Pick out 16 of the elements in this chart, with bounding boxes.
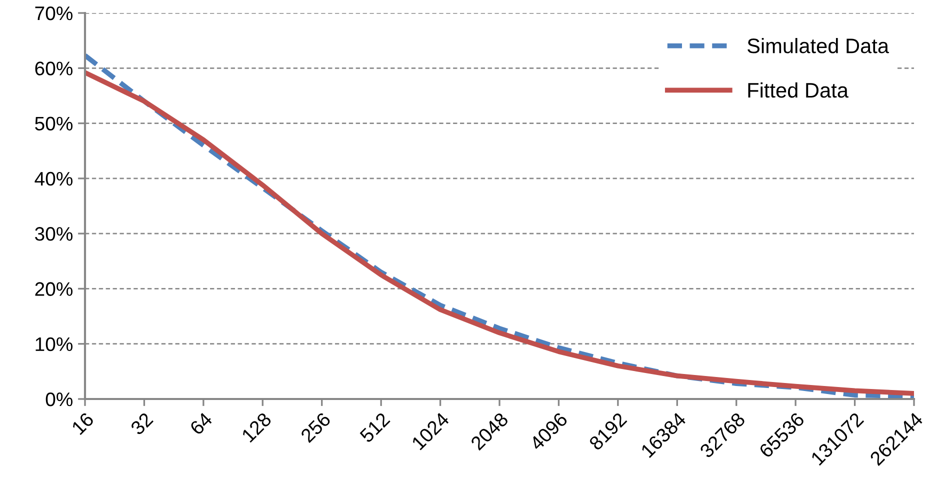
legend-label: Fitted Data (748, 82, 848, 98)
x-tick-label: 16 (71, 412, 94, 436)
y-tick-label: 50% (35, 116, 73, 131)
y-tick-label: 30% (35, 227, 73, 241)
y-tick-label: 40% (34, 172, 73, 186)
x-tick-label: 512 (359, 412, 390, 444)
legend-label: Simulated Data (748, 38, 890, 54)
y-tick-label: 20% (35, 282, 73, 296)
x-tick-label: 256 (300, 412, 332, 444)
x-tick-label: 128 (241, 412, 272, 443)
y-tick-label: 0% (46, 392, 73, 406)
y-tick-label: 70% (35, 6, 73, 20)
y-tick-label: 10% (36, 337, 73, 352)
x-tick-label: 64 (189, 412, 214, 436)
y-tick-label: 60% (35, 62, 73, 76)
x-tick-label: 32 (130, 412, 154, 436)
